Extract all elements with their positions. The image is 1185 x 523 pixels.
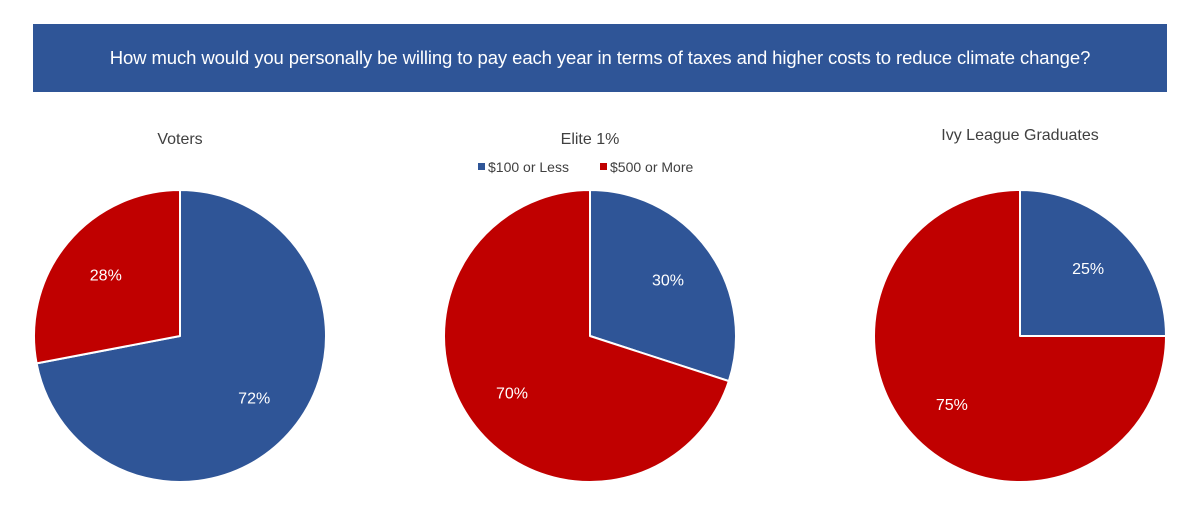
pie-slice-100-or-less (1019, 189, 1167, 337)
slice-data-label: 28% (90, 268, 122, 285)
chart-title: Elite 1% (561, 131, 620, 148)
pie-chart-voters: Voters 72% 28% (33, 131, 328, 483)
slice-data-label: 72% (238, 390, 270, 407)
slice-data-label: 30% (652, 272, 684, 289)
page-title: How much would you personally be willing… (109, 47, 1091, 68)
slice-data-label: 75% (936, 397, 968, 414)
pie-chart-ivy-league-graduates: Ivy League Graduates 25% 75% (873, 127, 1167, 483)
pie-slice-100-or-less (35, 189, 328, 483)
pie-slice-500-or-more (873, 189, 1167, 483)
legend-swatch-500-or-more (600, 163, 607, 170)
legend-label: $500 or More (610, 159, 693, 175)
legend-swatch-100-or-less (478, 163, 485, 170)
pie-slice-100-or-less (589, 189, 737, 383)
pie-chart-elite-1: Elite 1% 30% 70% (443, 131, 737, 483)
chart-title: Voters (157, 131, 202, 148)
legend-label: $100 or Less (488, 159, 569, 175)
chart-title: Ivy League Graduates (941, 127, 1098, 144)
slice-data-label: 25% (1072, 261, 1104, 278)
chart-header-banner: How much would you personally be willing… (33, 24, 1167, 92)
pie-slice-500-or-more (443, 189, 730, 483)
slice-data-label: 70% (496, 386, 528, 403)
pie-slice-500-or-more (33, 189, 181, 365)
legend: $100 or Less $500 or More (478, 159, 693, 175)
